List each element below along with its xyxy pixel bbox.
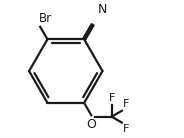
Text: N: N [98,3,107,16]
Text: F: F [123,124,130,134]
Text: Br: Br [39,12,52,25]
Text: O: O [86,118,96,131]
Text: F: F [109,93,115,103]
Text: F: F [123,99,130,109]
